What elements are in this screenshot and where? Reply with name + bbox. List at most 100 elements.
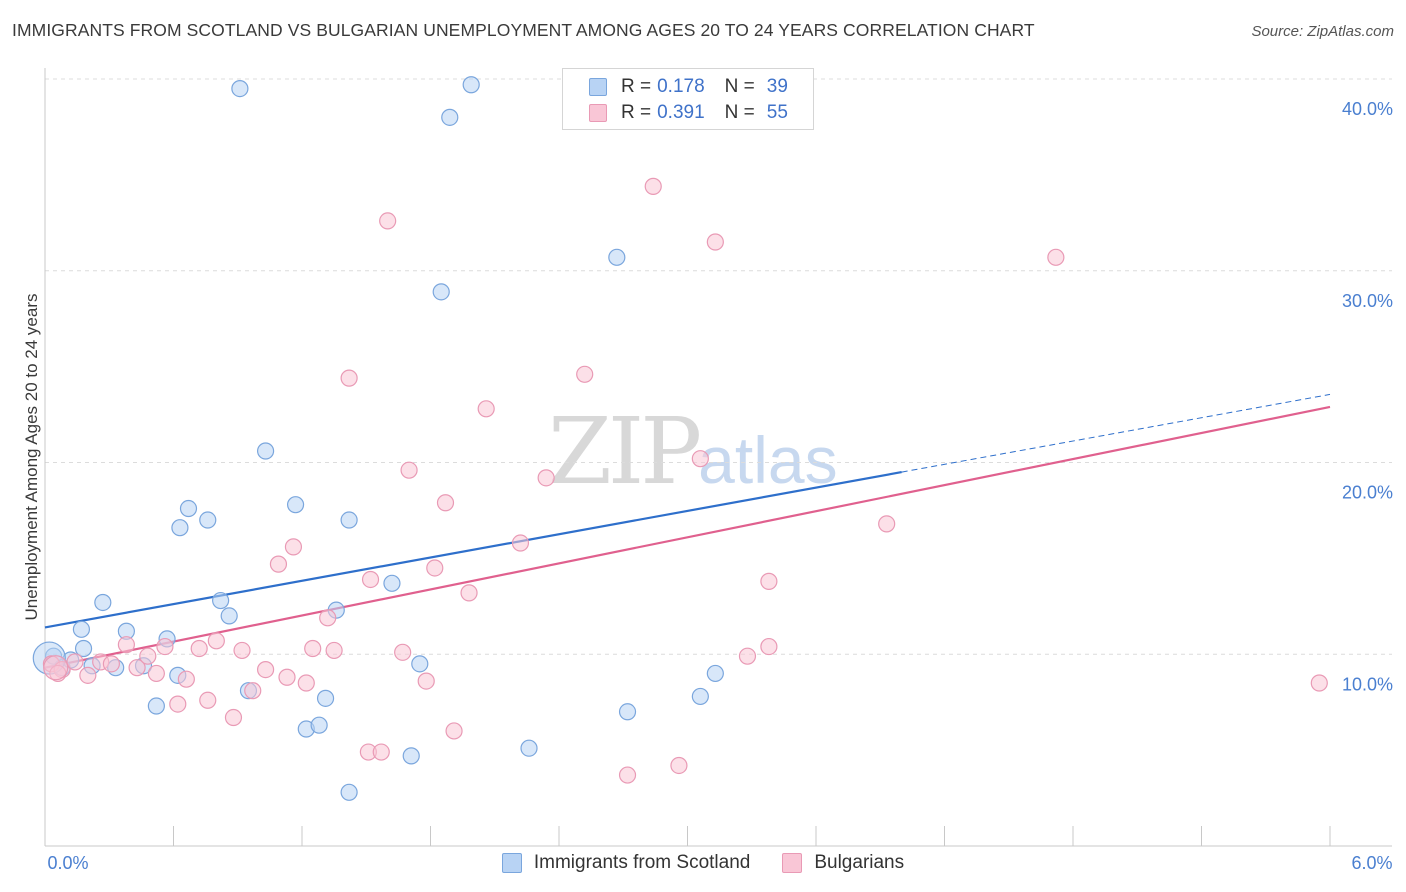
point-scotland [706, 664, 724, 683]
legend-item-scotland[interactable]: Immigrants from Scotland [501, 852, 751, 874]
point-bulgarians [436, 494, 455, 512]
legend-item-bulgarians[interactable]: Bulgarians [782, 852, 904, 874]
point-scotland [618, 703, 637, 721]
point-scotland [94, 593, 112, 612]
point-bulgarians [760, 637, 778, 656]
point-bulgarians [244, 682, 262, 700]
point-bulgarians [394, 643, 412, 661]
point-bulgarians [319, 609, 337, 627]
x-tick-label-min: 0.0% [47, 853, 88, 873]
point-bulgarians [738, 647, 757, 665]
point-bulgarians [102, 655, 120, 673]
point-scotland [256, 442, 275, 460]
point-bulgarians [256, 660, 275, 679]
point-bulgarians [128, 659, 146, 677]
legend-series: Immigrants from Scotland Bulgarians [0, 852, 1406, 874]
point-bulgarians [1047, 248, 1065, 266]
trend-line-scotland [44, 471, 902, 629]
point-scotland [316, 689, 335, 707]
point-scotland [220, 607, 238, 625]
point-bulgarians [1310, 674, 1328, 692]
point-bulgarians [297, 674, 315, 692]
chart-source: Source: ZipAtlas.com [1251, 23, 1394, 40]
legend-n-bulgarians: 55 [766, 102, 788, 123]
point-bulgarians [117, 636, 135, 654]
point-scotland [74, 639, 93, 658]
point-bulgarians [361, 570, 380, 589]
point-bulgarians [207, 632, 225, 650]
point-bulgarians [278, 668, 296, 686]
point-bulgarians [340, 369, 358, 387]
legend-label-bulgarians: Bulgarians [814, 852, 905, 873]
point-bulgarians [156, 637, 174, 656]
x-tick-label-max: 6.0% [1351, 853, 1392, 873]
point-bulgarians [147, 664, 165, 683]
point-scotland [310, 716, 328, 734]
point-scotland [402, 747, 420, 765]
point-scotland [340, 783, 358, 801]
legend-n-label: N = [724, 102, 755, 123]
point-bulgarians [284, 538, 303, 556]
tick-labels: 10.0% 20.0% 30.0% 40.0% 0.0% 6.0% [47, 99, 1393, 873]
point-bulgarians [477, 400, 495, 418]
point-scotland [520, 739, 538, 757]
trend-line-scotland-extension [901, 393, 1331, 473]
point-bulgarians [190, 639, 208, 658]
point-scotland [212, 591, 230, 610]
point-bulgarians [66, 653, 84, 671]
legend-r-scotland: 0.178 [657, 76, 705, 97]
points-bulgarians [42, 177, 1328, 784]
point-scotland [286, 496, 305, 514]
point-scotland [147, 697, 165, 715]
y-tick-label: 20.0% [1342, 483, 1393, 503]
point-scotland [411, 655, 429, 673]
point-bulgarians [445, 722, 463, 740]
point-bulgarians [269, 555, 288, 573]
point-scotland [171, 519, 189, 537]
point-bulgarians [618, 766, 637, 784]
point-bulgarians [379, 212, 397, 230]
point-bulgarians [400, 461, 418, 479]
y-tick-label: 10.0% [1342, 674, 1393, 694]
point-bulgarians [177, 670, 195, 688]
legend-swatch-bulgarians [782, 853, 803, 873]
point-bulgarians [760, 572, 778, 590]
point-bulgarians [706, 233, 724, 251]
point-cluster-bulgarians [43, 655, 69, 681]
point-bulgarians [576, 365, 594, 383]
point-scotland [231, 79, 249, 98]
point-bulgarians [372, 743, 390, 761]
grid-lines [45, 78, 1392, 655]
point-scotland [72, 620, 91, 638]
point-bulgarians [199, 691, 217, 709]
legend-n-label: N = [724, 76, 755, 97]
point-scotland [199, 511, 217, 529]
legend-row-bulgarians: R = 0.391 N = 55 [589, 100, 788, 126]
point-bulgarians [417, 672, 435, 690]
point-bulgarians [460, 584, 478, 602]
point-scotland [383, 574, 401, 592]
point-bulgarians [79, 666, 97, 684]
point-scotland [179, 499, 198, 518]
point-bulgarians [304, 639, 322, 658]
point-scotland [432, 283, 450, 301]
point-bulgarians [644, 177, 662, 195]
point-bulgarians [224, 708, 243, 727]
y-tick-label: 40.0% [1342, 99, 1393, 119]
legend-r-label: R = [621, 102, 652, 123]
point-bulgarians [426, 559, 444, 577]
point-scotland [608, 248, 626, 266]
point-bulgarians [325, 641, 343, 660]
chart-title: IMMIGRANTS FROM SCOTLAND VS BULGARIAN UN… [12, 20, 1035, 40]
trend-lines [44, 393, 1331, 669]
point-bulgarians [139, 647, 157, 665]
legend-n-scotland: 39 [766, 76, 788, 97]
axes [44, 68, 1392, 847]
point-bulgarians [670, 756, 688, 775]
trend-line-bulgarians [44, 405, 1331, 669]
legend-swatch-scotland [589, 78, 607, 96]
point-bulgarians [691, 450, 709, 468]
point-scotland [340, 511, 358, 529]
legend-label-scotland: Immigrants from Scotland [533, 852, 751, 873]
